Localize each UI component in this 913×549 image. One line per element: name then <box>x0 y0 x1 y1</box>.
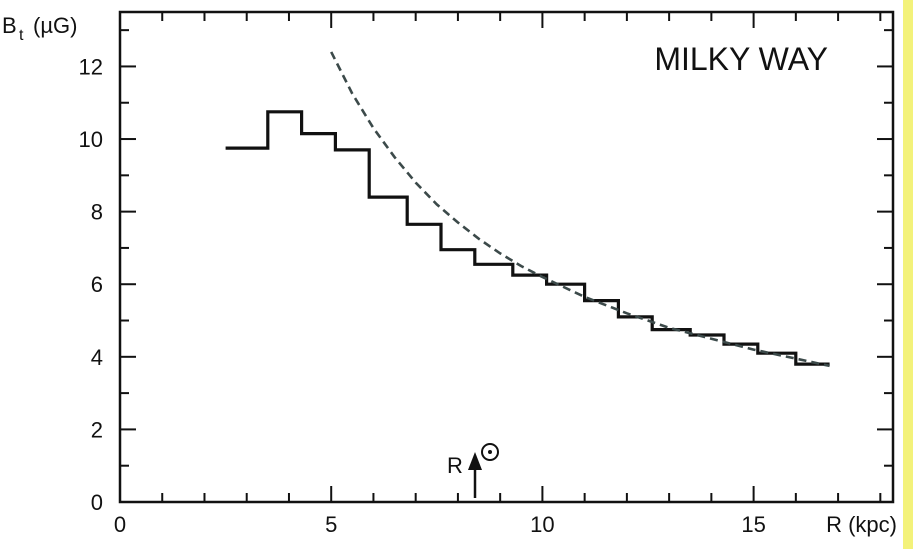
y-tick-label: 2 <box>91 417 103 442</box>
y-axis-label: B t (µG) <box>2 13 77 44</box>
sun-symbol-dot <box>488 450 492 454</box>
y-tick-label: 6 <box>91 272 103 297</box>
sun-marker: R <box>447 443 499 498</box>
scan-edge <box>903 0 913 549</box>
y-tick-label: 4 <box>91 345 103 370</box>
x-axis-label: R (kpc) <box>826 512 897 537</box>
step-line <box>225 110 830 366</box>
plot-frame <box>118 10 895 504</box>
x-tick-label: 5 <box>325 512 337 537</box>
dashed-curve <box>330 51 830 368</box>
sun-marker-arrowhead <box>468 452 482 470</box>
y-tick-label: 0 <box>91 490 103 515</box>
y-tick-label: 10 <box>79 127 103 152</box>
x-tick-label: 15 <box>741 512 765 537</box>
chart-title: MILKY WAY <box>654 41 828 77</box>
sun-marker-label: R <box>447 453 463 478</box>
y-tick-label: 8 <box>91 200 103 225</box>
y-axis-label-unit: (µG) <box>33 13 77 38</box>
sun-symbol <box>481 443 499 461</box>
y-axis-label-subscript: t <box>19 27 24 44</box>
y-tick-label: 12 <box>79 54 103 79</box>
x-tick-label: 10 <box>530 512 554 537</box>
x-tick-label: 0 <box>114 512 126 537</box>
y-axis-label-symbol: B <box>2 13 17 38</box>
